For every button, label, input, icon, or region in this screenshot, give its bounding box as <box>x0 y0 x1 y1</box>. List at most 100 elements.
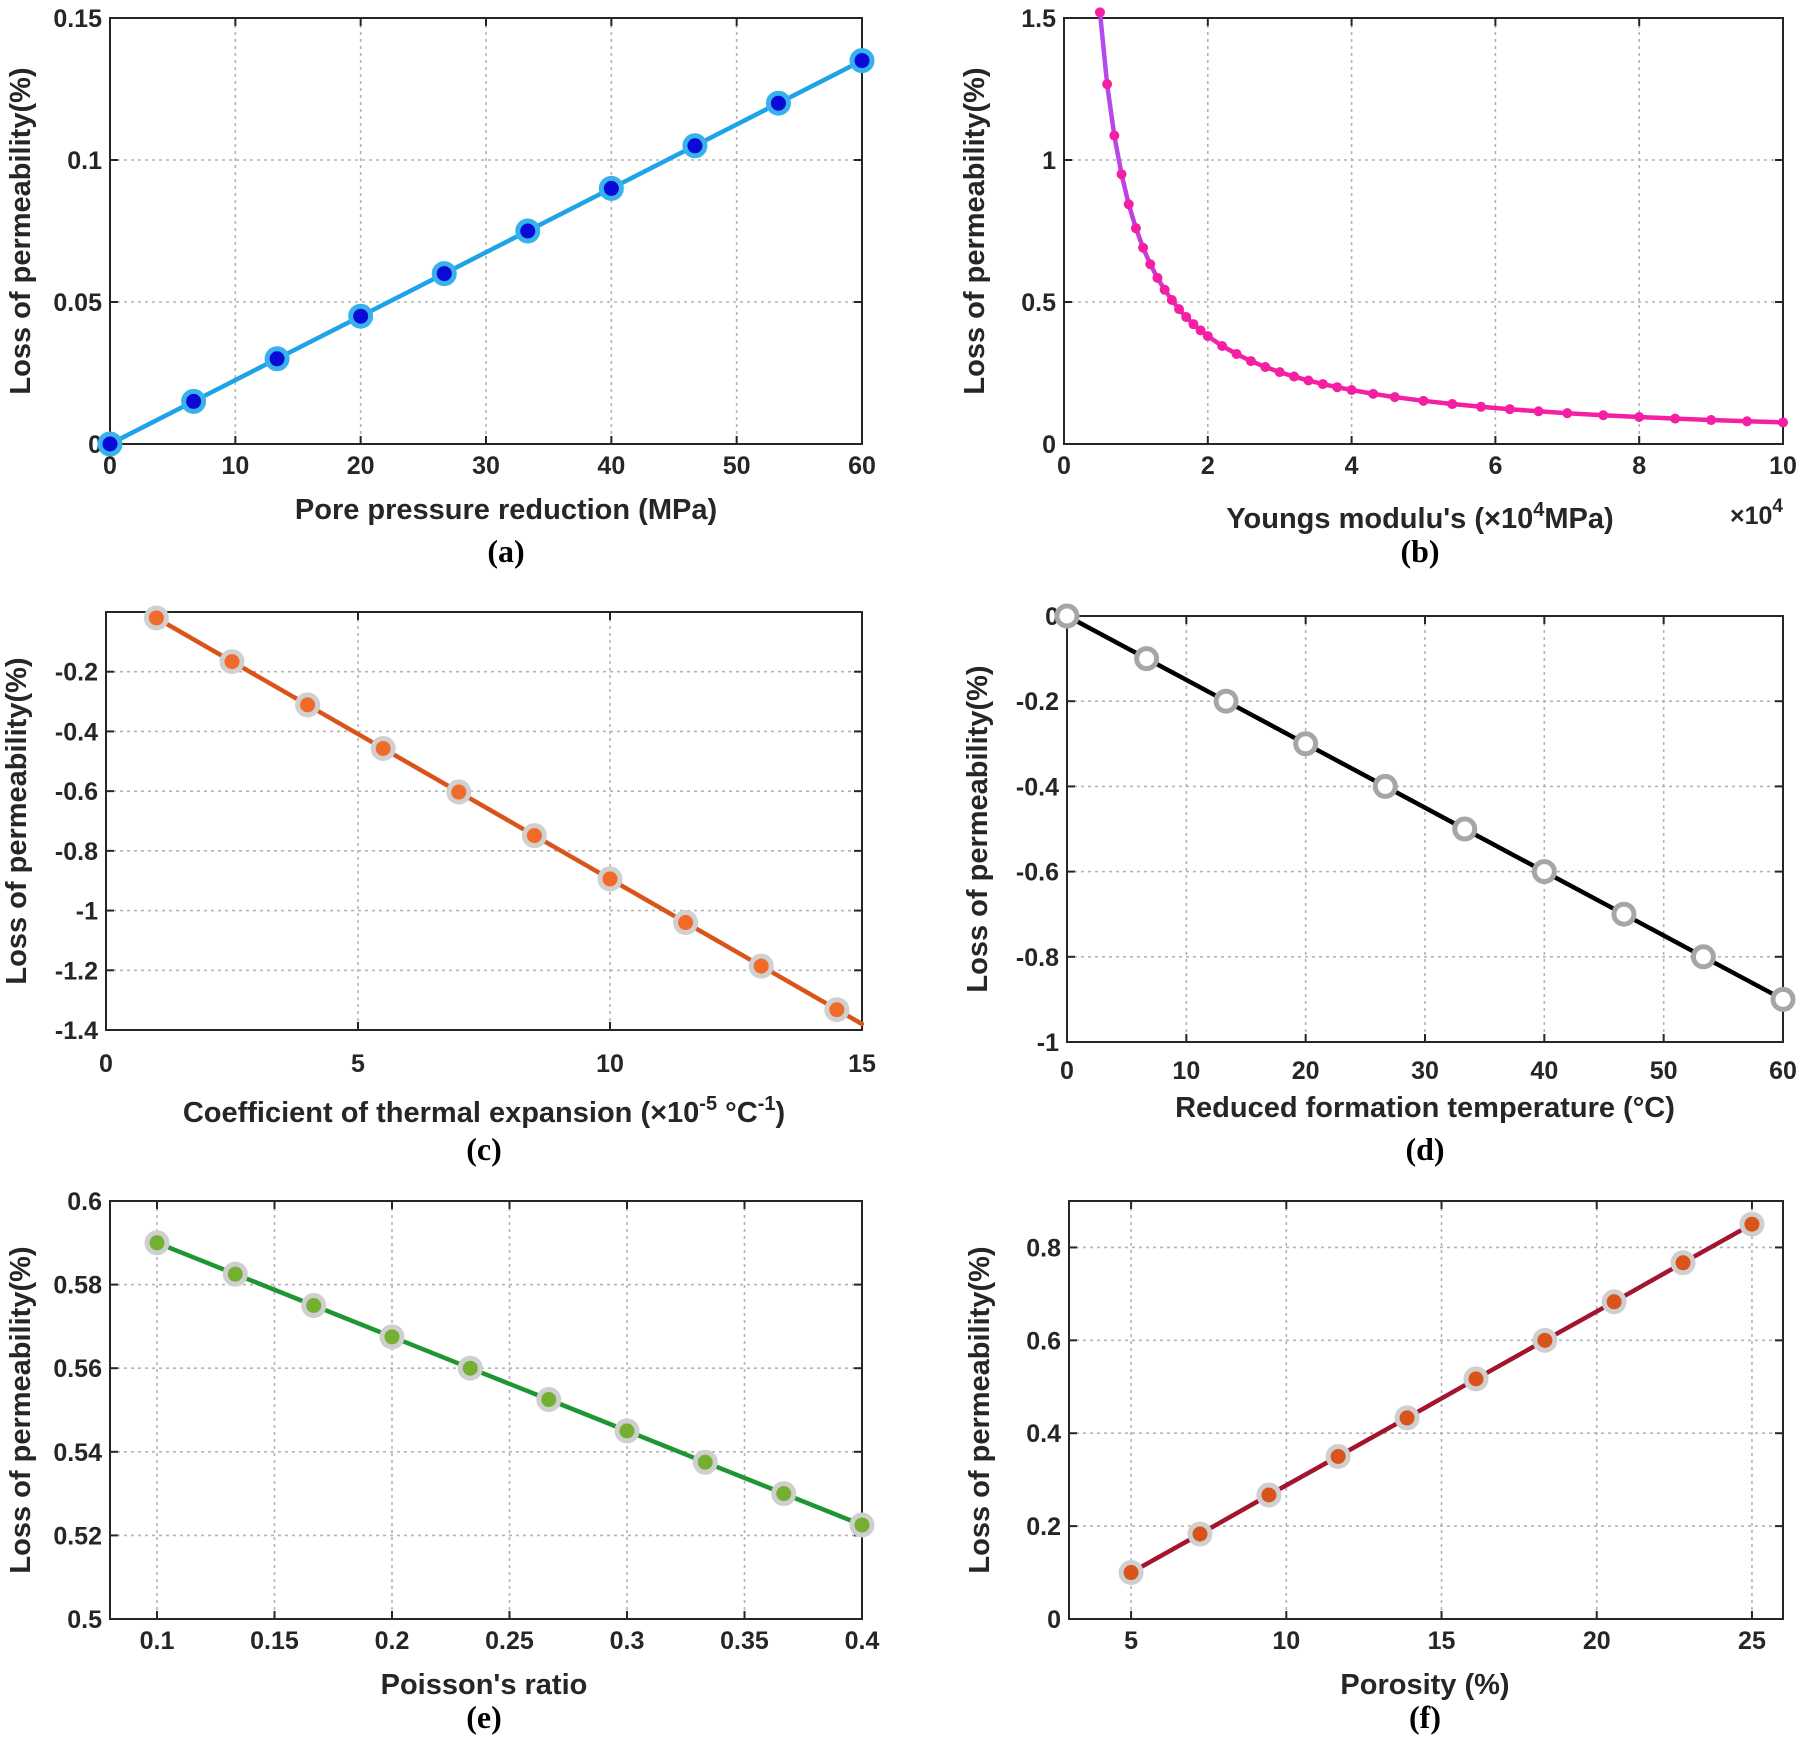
y-tick-label: 0.52 <box>53 1522 102 1550</box>
data-point <box>824 997 850 1023</box>
data-point <box>1134 646 1160 672</box>
series-line <box>154 615 865 1027</box>
chart-panel-f: 5 10 15 20 25 0 0.2 0.4 0.6 0.8 Loss of permeabili… <box>964 1200 1784 1735</box>
data-point <box>1109 130 1120 141</box>
data-point <box>1202 331 1213 342</box>
data-point <box>1174 304 1185 315</box>
y-tick-label: 0.05 <box>53 289 102 317</box>
data-point <box>1217 341 1228 352</box>
x-tick-label: 60 <box>1769 1057 1797 1085</box>
y-tick-label: -0.8 <box>1016 944 1059 972</box>
y-tick-label: 0 <box>1042 431 1056 459</box>
x-tick-label: 60 <box>848 452 876 480</box>
data-point <box>1452 816 1478 842</box>
x-tick-label: 0.35 <box>720 1627 769 1655</box>
y-tick-label: 0.2 <box>1026 1513 1061 1541</box>
y-tick-label: 0.6 <box>67 1188 102 1216</box>
x-tick-label: 0 <box>1057 452 1071 480</box>
y-tick-label: 0.5 <box>1021 289 1056 317</box>
data-point <box>1118 1560 1144 1586</box>
plot-frame <box>109 1200 863 1620</box>
x-tick-label: 10 <box>1272 1627 1300 1655</box>
x-tick-label: 0 <box>99 1050 113 1078</box>
data-point <box>1123 199 1134 210</box>
y-tick-label: 0.8 <box>1026 1234 1061 1262</box>
x-tick-label: 2 <box>1201 452 1215 480</box>
x-tick-label: 50 <box>723 452 751 480</box>
x-tick-label: 15 <box>1428 1627 1456 1655</box>
panel-caption: (a) <box>487 533 524 569</box>
data-point <box>692 1449 718 1475</box>
data-point <box>370 735 396 761</box>
data-point <box>1317 379 1328 390</box>
data-point <box>1394 1405 1420 1431</box>
y-tick-label: 0.1 <box>67 147 102 175</box>
x-tick-label: 5 <box>351 1050 365 1078</box>
x-tick-label: 0.4 <box>845 1627 880 1655</box>
data-point <box>1770 986 1796 1012</box>
x-axis-label: Porosity (%) <box>1340 1669 1509 1701</box>
data-point <box>1213 688 1239 714</box>
data-point <box>1670 413 1681 424</box>
x-tick-label: 5 <box>1124 1627 1138 1655</box>
y-tick-label: 0.4 <box>1026 1420 1061 1448</box>
data-point <box>1476 401 1487 412</box>
data-point <box>1742 416 1753 427</box>
data-point <box>1094 7 1105 18</box>
x-tick-label: 10 <box>596 1050 624 1078</box>
panel-caption: (d) <box>1405 1131 1444 1167</box>
data-point <box>597 866 623 892</box>
chart-panel-c: 0 5 10 15 -1.4 -1.2 -1 -0.8 -0.6 -0.4 -0.2 Loss of … <box>1 605 876 1167</box>
data-point <box>1346 385 1357 396</box>
data-point <box>1289 371 1300 382</box>
data-point <box>1670 1250 1696 1276</box>
x-tick-label: 0.2 <box>375 1627 410 1655</box>
x-tick-label: 20 <box>1292 1057 1320 1085</box>
data-point <box>1152 272 1163 283</box>
x-tick-label: 20 <box>1583 1627 1611 1655</box>
data-point <box>1368 388 1379 399</box>
plot-frame <box>1068 1200 1784 1620</box>
x-axis-multiplier: ×104 <box>1730 496 1783 530</box>
x-tick-label: 10 <box>221 452 249 480</box>
data-point <box>295 692 321 718</box>
data-point <box>765 90 791 116</box>
data-point <box>1463 1366 1489 1392</box>
y-tick-label: -0.6 <box>1016 859 1059 887</box>
x-axis-label: Coefficient of thermal expansion (×10-5 … <box>183 1093 785 1129</box>
data-point <box>1130 223 1141 234</box>
y-tick-label: -0.2 <box>55 659 98 687</box>
y-axis-label: Loss of permeability(%) <box>5 1246 37 1573</box>
data-point <box>1145 259 1156 270</box>
chart-panel-b: 0 2 4 6 8 10 0 0.5 1 1.5 Loss of permeability(%) Yo… <box>959 5 1797 569</box>
series-line <box>1064 613 1786 1002</box>
data-point <box>1447 399 1458 410</box>
data-point <box>1739 1211 1765 1237</box>
data-point <box>1274 367 1285 378</box>
data-point <box>144 1230 170 1256</box>
y-tick-label: -0.2 <box>1016 688 1059 716</box>
data-point <box>1181 312 1192 323</box>
data-point <box>1778 417 1788 428</box>
data-point <box>222 1261 248 1287</box>
data-point <box>1303 375 1314 386</box>
data-point <box>771 1481 797 1507</box>
data-point <box>1504 404 1515 415</box>
data-point <box>1611 901 1637 927</box>
y-tick-label: 1 <box>1042 147 1056 175</box>
x-tick-label: 50 <box>1650 1057 1678 1085</box>
data-point <box>748 953 774 979</box>
chart-panel-d: 0 10 20 30 40 50 60 -1 -0.8 -0.6 -0.4 -0.2 0 Loss of … <box>962 603 1797 1167</box>
data-point <box>446 779 472 805</box>
data-point <box>1102 79 1113 90</box>
data-point <box>1598 410 1609 421</box>
series-line <box>154 1240 865 1528</box>
data-point <box>1187 1521 1213 1547</box>
data-point <box>1532 1327 1558 1353</box>
y-tick-label: -1 <box>76 898 98 926</box>
data-point <box>849 48 875 74</box>
y-tick-label: -0.6 <box>55 778 98 806</box>
data-point <box>515 218 541 244</box>
data-point <box>1533 406 1544 417</box>
